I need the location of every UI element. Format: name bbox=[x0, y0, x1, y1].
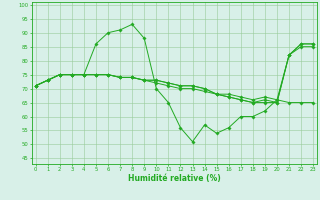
X-axis label: Humidité relative (%): Humidité relative (%) bbox=[128, 174, 221, 183]
